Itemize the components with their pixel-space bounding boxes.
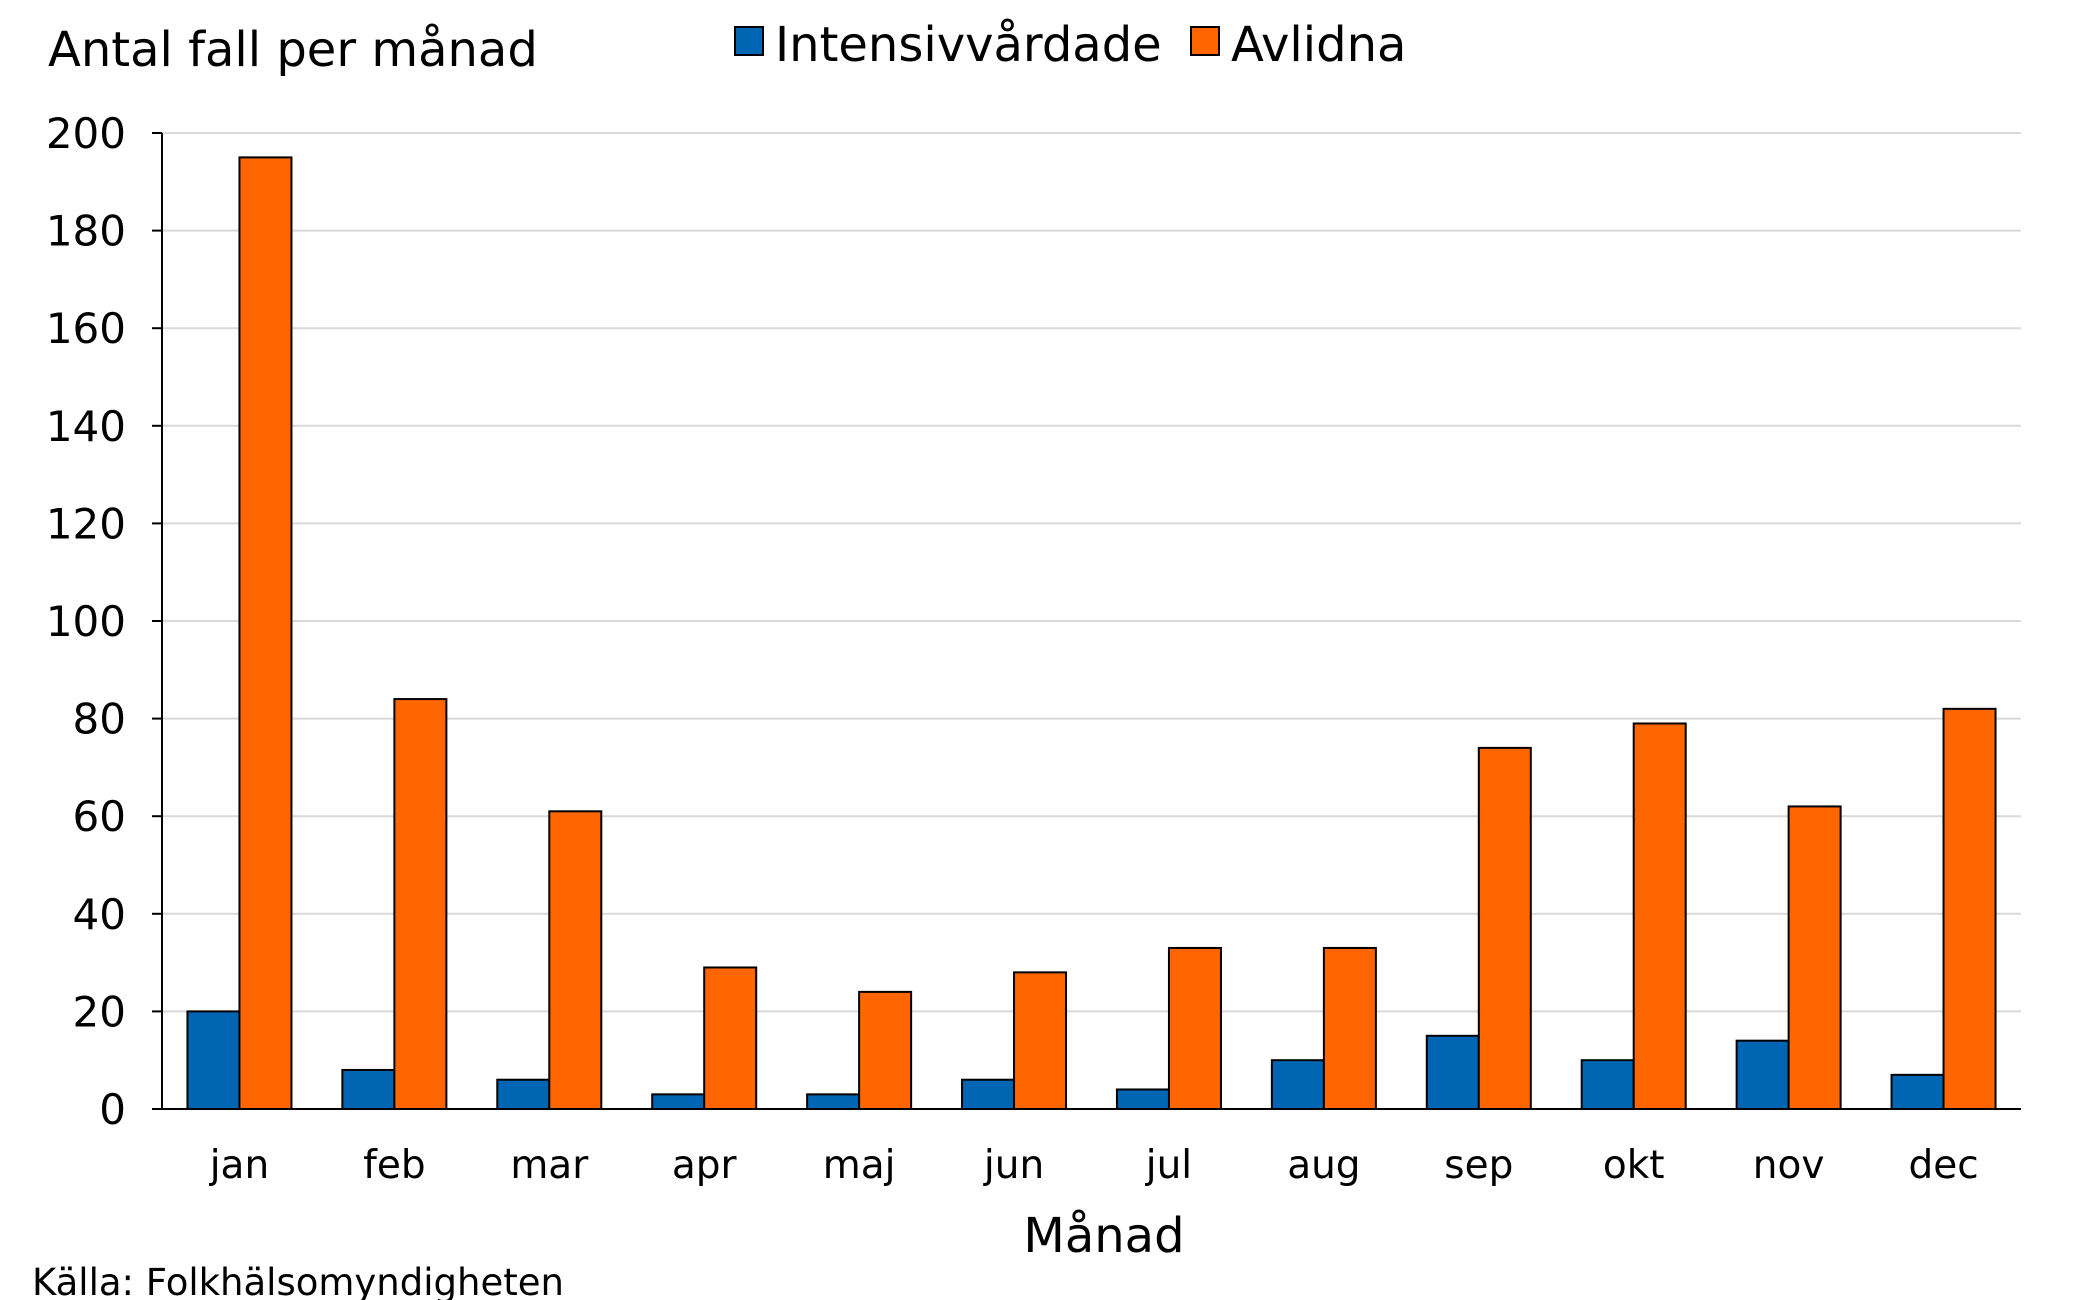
x-tick-label-aug: aug [1287,1143,1360,1188]
bar-avlidna-aug [1322,946,1377,1111]
bar-avlidna-jul [1167,946,1222,1111]
x-tick-label-jan: jan [209,1143,269,1188]
bar-avlidna-jun [1013,971,1068,1110]
bar-intensivvardade-okt [1580,1059,1635,1110]
x-tick-label-sep: sep [1444,1143,1513,1188]
bar-avlidna-nov [1787,805,1842,1110]
y-tick-label-20: 20 [73,987,126,1036]
bar-intensivvardade-jan [186,1010,241,1111]
bar-avlidna-jan [238,156,293,1110]
bar-intensivvardade-nov [1735,1039,1790,1111]
y-tick-label-40: 40 [73,890,126,939]
gridlines [162,132,2021,1013]
y-tick-label-160: 160 [46,304,126,353]
y-tick-label-120: 120 [46,499,126,548]
y-tick-label-180: 180 [46,207,126,256]
bar-intensivvardade-feb [341,1068,396,1110]
bar-intensivvardade-apr [651,1093,706,1110]
bar-avlidna-feb [393,698,448,1111]
legend-label-avlidna: Avlidna [1231,17,1406,73]
y-tick-label-200: 200 [46,109,126,158]
bar-avlidna-okt [1632,722,1687,1110]
x-tick-label-dec: dec [1908,1143,1978,1188]
x-tick-label-feb: feb [363,1143,425,1188]
bar-intensivvardade-dec [1890,1073,1945,1110]
bar-intensivvardade-jun [961,1078,1016,1110]
bar-avlidna-sep [1477,746,1532,1110]
x-tick-label-jun: jun [983,1143,1044,1188]
x-tick-label-maj: maj [823,1143,896,1188]
x-tick-label-apr: apr [672,1143,738,1188]
y-axis-title: Antal fall per månad [48,22,538,78]
bar-intensivvardade-aug [1270,1059,1325,1110]
source-note: Källa: Folkhälsomyndigheten [32,1261,564,1300]
y-tick-label-80: 80 [73,695,126,744]
bar-avlidna-maj [858,990,913,1111]
x-tick-label-mar: mar [510,1143,589,1188]
y-tick-label-100: 100 [46,597,126,646]
x-tick-label-okt: okt [1603,1143,1665,1188]
x-tick-label-nov: nov [1753,1143,1825,1188]
x-axis-ticks: jan feb mar apr maj jun jul aug sep okt nov dec [209,1143,1979,1188]
legend-swatch-intensivvardade [734,26,764,56]
legend: Intensivvårdade Avlidna [734,17,1406,73]
bar-intensivvardade-maj [806,1093,861,1110]
bar-intensivvardade-sep [1425,1034,1480,1111]
y-tick-label-60: 60 [73,792,126,841]
legend-swatch-avlidna [1190,26,1220,56]
bars [186,156,1997,1111]
bar-intensivvardade-mar [496,1078,551,1110]
bar-avlidna-mar [548,810,603,1110]
x-axis-title: Månad [1023,1208,1184,1264]
x-tick-label-jul: jul [1145,1143,1192,1188]
y-axis-ticks: 0 20 40 60 80 100 120 140 160 180 200 [46,109,162,1134]
y-tick-label-140: 140 [46,402,126,451]
bar-intensivvardade-jul [1115,1088,1170,1110]
y-tick-label-0: 0 [99,1085,126,1134]
bar-avlidna-dec [1942,707,1997,1111]
bar-avlidna-apr [703,966,758,1110]
legend-label-intensivvardade: Intensivvårdade [775,17,1162,73]
